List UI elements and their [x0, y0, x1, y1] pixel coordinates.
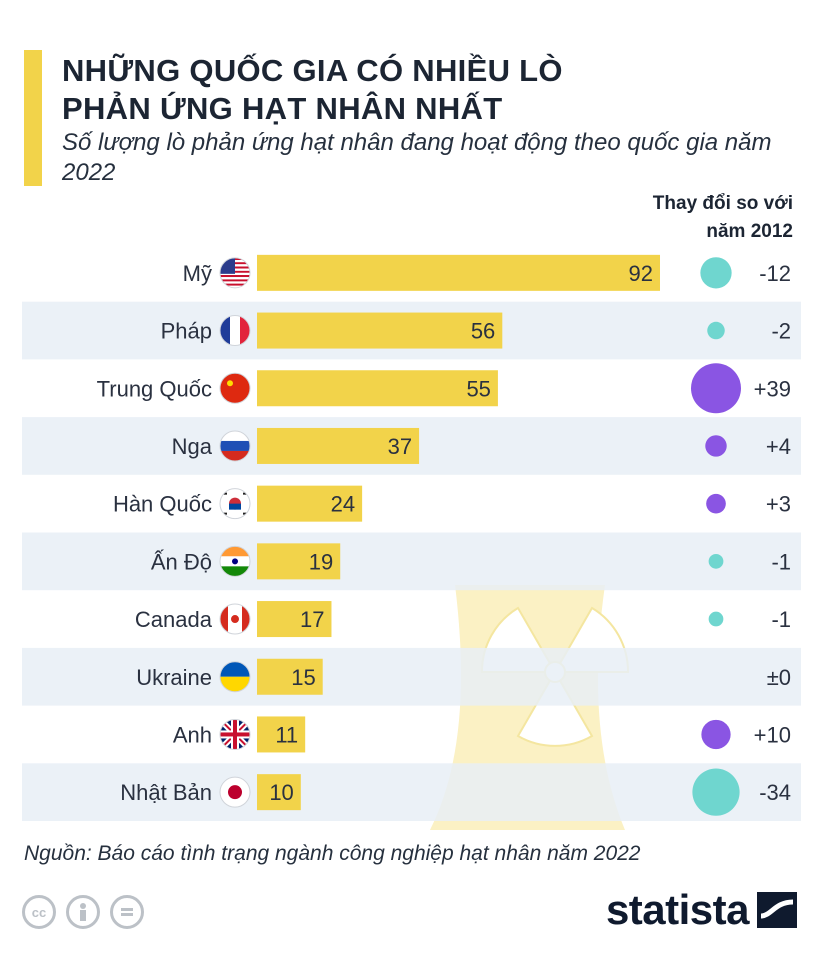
bar	[257, 774, 301, 811]
change-label: -2	[771, 319, 791, 344]
bar-value-label: 17	[300, 607, 324, 632]
uk-flag-icon	[219, 718, 251, 750]
bar-value-label: 24	[331, 492, 355, 517]
change-label: +3	[766, 492, 791, 517]
ukraine-flag-icon	[219, 661, 251, 693]
bar	[257, 601, 332, 638]
row-background	[22, 647, 801, 706]
category-label: Trung Quốc	[97, 376, 212, 401]
russia-flag-icon	[219, 430, 251, 462]
category-label: Nga	[172, 434, 213, 459]
india-flag-icon	[219, 545, 251, 577]
change-label: ±0	[767, 665, 791, 690]
bar	[257, 370, 498, 407]
category-label: Pháp	[161, 319, 212, 344]
change-bubble	[691, 363, 741, 414]
france-flag-icon	[219, 315, 251, 347]
bar	[257, 254, 660, 291]
bar	[257, 312, 503, 349]
change-bubble	[708, 611, 724, 627]
category-label: Mỹ	[183, 261, 212, 286]
change-bubble	[708, 553, 724, 569]
bar-value-label: 56	[471, 319, 495, 344]
change-bubble	[707, 321, 725, 340]
row-background	[22, 763, 801, 821]
bar	[257, 658, 323, 695]
bar-value-label: 19	[309, 549, 333, 574]
change-label: -1	[771, 549, 791, 574]
no-derivatives-icon	[110, 895, 144, 929]
license-icons: cc	[22, 895, 144, 929]
chart-subtitle: Số lượng lò phản ứng hạt nhân đang hoạt …	[62, 129, 772, 186]
source-note: Nguồn: Báo cáo tình trạng ngành công ngh…	[24, 842, 641, 865]
change-label: +39	[754, 376, 791, 401]
category-label: Hàn Quốc	[113, 492, 212, 517]
change-bubble	[705, 435, 727, 457]
category-label: Ấn Độ	[151, 549, 212, 574]
change-label: +10	[754, 722, 791, 747]
chart-title: NHỮNG QUỐC GIA CÓ NHIỀU LÒ PHẢN ỨNG HẠT …	[62, 53, 563, 126]
bar-value-label: 15	[291, 665, 315, 690]
attribution-icon	[66, 895, 100, 929]
bar	[257, 543, 341, 580]
category-label: Anh	[173, 722, 212, 747]
change-label: -12	[759, 261, 791, 286]
cc-icon: cc	[22, 895, 56, 929]
change-column-header: Thay đổi so với năm 2012	[652, 193, 793, 242]
bar	[257, 427, 420, 464]
change-label: +4	[766, 434, 791, 459]
bar-value-label: 37	[388, 434, 412, 459]
change-bubble	[706, 493, 726, 514]
south-korea-flag-icon	[219, 488, 251, 520]
bar-value-label: 11	[275, 722, 298, 747]
japan-flag-icon	[219, 776, 251, 808]
row-background	[22, 532, 801, 591]
bar	[257, 485, 363, 522]
china-flag-icon	[219, 372, 251, 404]
bar-value-label: 10	[269, 780, 293, 805]
brand-name: statista	[605, 886, 750, 933]
category-label: Nhật Bản	[120, 780, 212, 805]
bar-value-label: 92	[629, 261, 653, 286]
category-label: Canada	[135, 607, 213, 632]
change-bubble	[701, 719, 731, 750]
change-bubble	[692, 768, 740, 816]
change-label: -34	[759, 780, 791, 805]
us-flag-icon	[219, 257, 251, 289]
category-label: Ukraine	[136, 665, 212, 690]
title-accent-bar	[24, 50, 42, 186]
bar	[257, 716, 306, 753]
canada-flag-icon	[219, 603, 251, 635]
statista-logo: statista	[606, 886, 797, 934]
statista-mark-icon	[757, 892, 797, 928]
bar-value-label: 55	[466, 376, 490, 401]
change-label: -1	[771, 607, 791, 632]
change-bubble	[700, 257, 732, 289]
